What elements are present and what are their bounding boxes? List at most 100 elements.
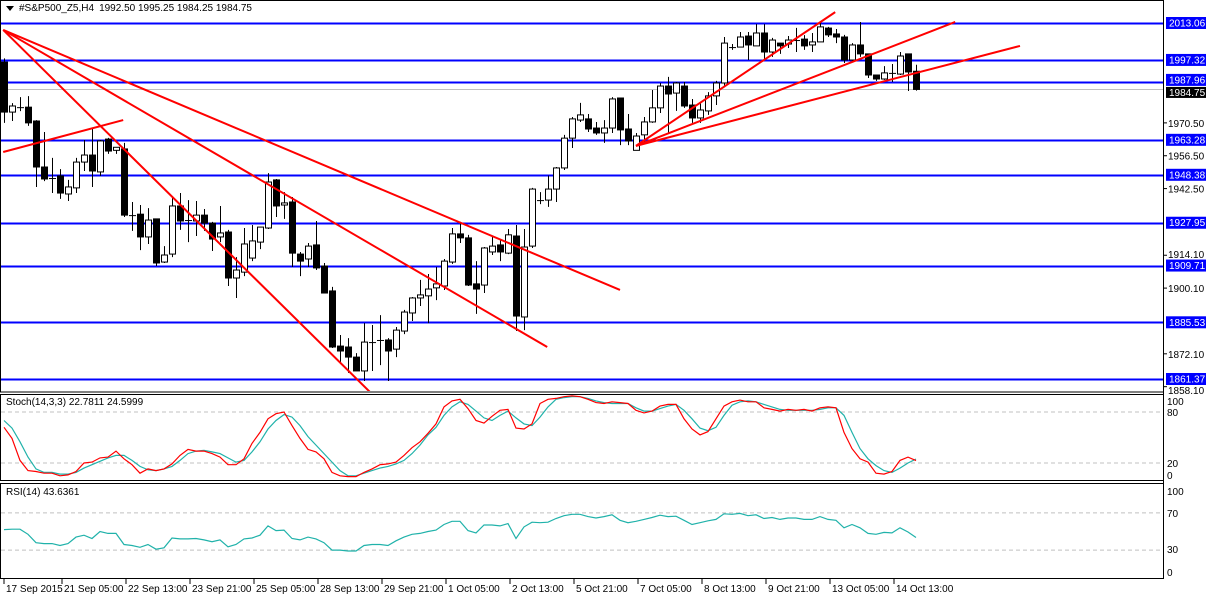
- candle[interactable]: [305, 243, 312, 267]
- candle[interactable]: [425, 274, 432, 324]
- candle[interactable]: [201, 209, 208, 231]
- trendline[interactable]: [2, 29, 548, 348]
- candle[interactable]: [697, 101, 704, 123]
- candle[interactable]: [257, 226, 264, 250]
- candle[interactable]: [169, 197, 176, 258]
- candle[interactable]: [649, 90, 656, 123]
- candle[interactable]: [57, 169, 64, 199]
- candle[interactable]: [409, 297, 416, 321]
- trendline[interactable]: [2, 119, 124, 153]
- candle[interactable]: [593, 121, 600, 135]
- candle[interactable]: [809, 32, 816, 53]
- candle[interactable]: [113, 146, 120, 154]
- candle[interactable]: [489, 236, 496, 256]
- candle[interactable]: [545, 175, 552, 207]
- candle[interactable]: [329, 286, 336, 348]
- candle[interactable]: [857, 21, 864, 57]
- candle[interactable]: [353, 353, 360, 372]
- candle[interactable]: [121, 142, 128, 217]
- candle[interactable]: [225, 229, 232, 286]
- candle[interactable]: [721, 36, 728, 87]
- candle[interactable]: [729, 44, 736, 50]
- candle[interactable]: [417, 279, 424, 306]
- candle[interactable]: [601, 120, 608, 143]
- candle[interactable]: [97, 140, 104, 176]
- candle[interactable]: [905, 53, 912, 91]
- trendline[interactable]: [635, 44, 1021, 147]
- candle[interactable]: [273, 178, 280, 217]
- candle[interactable]: [481, 247, 488, 294]
- candle[interactable]: [185, 200, 192, 243]
- candle[interactable]: [385, 338, 392, 382]
- candle[interactable]: [569, 117, 576, 148]
- candle[interactable]: [345, 338, 352, 373]
- candle[interactable]: [577, 102, 584, 122]
- candle[interactable]: [897, 52, 904, 76]
- candle[interactable]: [457, 221, 464, 244]
- candle[interactable]: [801, 35, 808, 50]
- candle[interactable]: [321, 262, 328, 294]
- candle[interactable]: [689, 98, 696, 123]
- candle[interactable]: [89, 128, 96, 187]
- candle[interactable]: [361, 323, 368, 382]
- candle[interactable]: [705, 92, 712, 115]
- candle[interactable]: [233, 257, 240, 298]
- candle[interactable]: [513, 224, 520, 332]
- candle[interactable]: [761, 24, 768, 60]
- candle[interactable]: [393, 327, 400, 358]
- candle[interactable]: [281, 192, 288, 219]
- candle[interactable]: [41, 132, 48, 182]
- candle[interactable]: [289, 197, 296, 267]
- candle[interactable]: [585, 113, 592, 133]
- candle[interactable]: [617, 97, 624, 146]
- trendline[interactable]: [635, 21, 956, 147]
- candle[interactable]: [137, 205, 144, 251]
- candle[interactable]: [249, 224, 256, 262]
- candle[interactable]: [529, 187, 536, 248]
- candle[interactable]: [737, 32, 744, 48]
- candle[interactable]: [553, 167, 560, 202]
- candle[interactable]: [521, 228, 528, 331]
- candle[interactable]: [49, 157, 56, 194]
- candle[interactable]: [641, 117, 648, 142]
- candle[interactable]: [881, 66, 888, 80]
- candle[interactable]: [673, 82, 680, 111]
- trendline[interactable]: [635, 11, 836, 147]
- candle[interactable]: [369, 324, 376, 371]
- candle[interactable]: [337, 335, 344, 364]
- candle[interactable]: [633, 132, 640, 151]
- candle[interactable]: [313, 220, 320, 271]
- candle[interactable]: [657, 82, 664, 114]
- candle[interactable]: [105, 137, 112, 154]
- candle[interactable]: [833, 29, 840, 44]
- candle[interactable]: [25, 96, 32, 126]
- candle[interactable]: [745, 32, 752, 60]
- candle[interactable]: [865, 53, 872, 79]
- candle[interactable]: [609, 97, 616, 133]
- candle[interactable]: [681, 82, 688, 108]
- candle[interactable]: [217, 205, 224, 243]
- triangle-down-icon[interactable]: [6, 6, 14, 11]
- candle[interactable]: [825, 26, 832, 37]
- candle[interactable]: [81, 140, 88, 171]
- candle[interactable]: [561, 134, 568, 171]
- candle[interactable]: [73, 157, 80, 194]
- trendline[interactable]: [2, 29, 371, 392]
- candle[interactable]: [841, 34, 848, 64]
- candle[interactable]: [449, 228, 456, 264]
- candle[interactable]: [849, 43, 856, 63]
- candle[interactable]: [9, 103, 16, 122]
- candle[interactable]: [753, 24, 760, 47]
- candle[interactable]: [129, 201, 136, 231]
- candle[interactable]: [1, 58, 8, 123]
- candle[interactable]: [153, 218, 160, 267]
- trendline[interactable]: [2, 29, 621, 291]
- candle[interactable]: [497, 239, 504, 262]
- candle[interactable]: [265, 173, 272, 229]
- candle[interactable]: [465, 234, 472, 286]
- candle[interactable]: [537, 192, 544, 205]
- candle[interactable]: [145, 208, 152, 244]
- candle[interactable]: [17, 97, 24, 112]
- candle[interactable]: [401, 309, 408, 335]
